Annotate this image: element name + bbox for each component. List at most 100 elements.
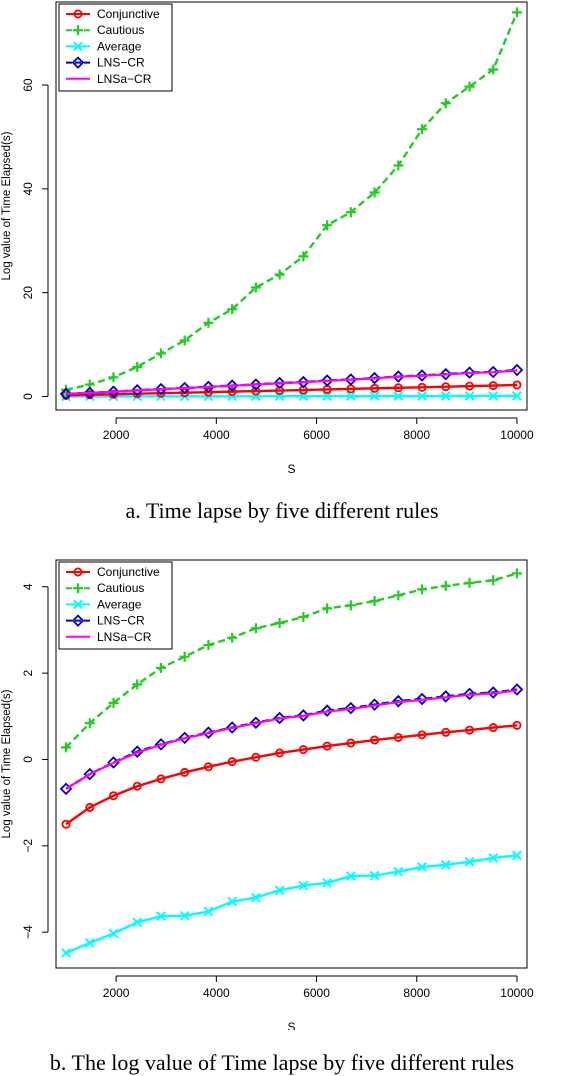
chart-b-x-axis-label: S (287, 1020, 295, 1030)
chart-b-series-average-point (440, 859, 451, 870)
chart-b-series-average-point (61, 947, 71, 958)
chart-b-legend-label: Conjunctive (97, 565, 160, 579)
chart-b-x-tick-label: 10000 (500, 986, 534, 1000)
chart-a-series-average-point (345, 391, 356, 402)
chart-a-series-average-point (322, 391, 333, 402)
chart-a-series-cautious-point (274, 269, 285, 280)
chart-b-series-lns-cr-point (297, 709, 310, 722)
chart-b-series-cautious-point (179, 651, 190, 662)
chart-a-series-conjunctive-point (441, 382, 451, 392)
chart-a-legend-entry-cautious: Cautious (66, 23, 144, 37)
chart-a-series-cautious-point (345, 207, 356, 218)
chart-b-series-lns-cr-point (320, 704, 334, 717)
chart-a-legend-marker (71, 56, 85, 69)
chart-a-series-conjunctive-point (417, 382, 427, 392)
chart-a-series-conjunctive-point (512, 380, 522, 390)
chart-a-legend-label: Average (97, 39, 142, 53)
chart-b-series-cautious-point (274, 618, 285, 629)
chart-b-series-average-point (250, 892, 261, 903)
chart-a-series-lns-cr-point (486, 365, 500, 379)
chart-a-y-axis-label: Log value of Time Elapsed(s) (1, 131, 13, 280)
chart-b-y-axis: −4 −2 0 2 4 (21, 583, 49, 939)
chart-b-plot-frame (55, 559, 528, 969)
chart-b-series-cautious-point (250, 623, 261, 634)
chart-b-series-conjunctive-point (61, 819, 71, 829)
chart-a-series-lns-cr-point (297, 375, 310, 389)
chart-b-series-cautious-point (155, 662, 166, 673)
chart-a-x-tick-label: 6000 (303, 428, 330, 442)
chart-a-series-average-point (512, 391, 522, 401)
chart-a-y-tick-label: 0 (21, 393, 35, 400)
chart-b-series-average-point (464, 856, 475, 867)
chart-b-y-tick-label: −4 (21, 925, 35, 939)
chart-a-plot-frame (55, 1, 528, 411)
chart-b-series-average-point (227, 896, 238, 907)
chart-b-series-lnsa-cr-line (65, 689, 518, 790)
chart-a-series-conjunctive-point (393, 383, 403, 393)
chart-b-legend-marker (73, 567, 83, 577)
chart-b-series-average-point (298, 880, 309, 891)
chart-a-series-lns-cr-point (154, 382, 168, 396)
chart-b-series-average-point (274, 885, 285, 896)
chart-b-series-lns-cr-point (273, 711, 286, 725)
chart-b-series-lns-cr-point (249, 716, 263, 730)
chart-a-series-cautious-point (227, 304, 238, 315)
chart-a-series-lns-cr-point (249, 378, 263, 391)
chart-a-x-tick-label: 2000 (103, 428, 130, 442)
chart-b-series-cautious-point (84, 718, 95, 729)
chart-b-series-lns-cr-point (415, 692, 429, 706)
chart-b-legend-entry-average: Average (66, 597, 142, 611)
chart-b-series-lns-cr-point (392, 694, 405, 708)
chart-a-legend-marker (73, 41, 83, 52)
chart-b-series-average-point (417, 862, 427, 872)
chart-a-series-cautious (61, 7, 522, 395)
chart-b-series-lns-cr-point (510, 683, 524, 696)
chart-b-legend-marker (73, 583, 83, 594)
chart-b-series-average-point (179, 910, 190, 921)
chart-b-series-lns-cr-line (65, 688, 518, 790)
chart-b-series-conjunctive (61, 720, 522, 829)
chart-a-series-cautious-point (393, 160, 404, 171)
chart-a-series-lnsa-cr (65, 369, 518, 396)
chart-b-series-average (61, 850, 522, 958)
chart-b-series-lns-cr-point (178, 731, 191, 745)
chart-b-x-tick-label: 8000 (403, 986, 430, 1000)
chart-a-legend-label: Conjunctive (97, 7, 160, 21)
chart-a-series-lns-cr-point (368, 371, 381, 385)
chart-b-series-average-point (512, 850, 522, 861)
chart-a-legend-entry-average: Average (66, 39, 142, 53)
chart-b-y-axis-label: Log value of Time Elapsed(s) (1, 689, 13, 838)
chart-b-series-cautious-point (345, 600, 356, 611)
chart-a-series-lns-cr-point (439, 367, 453, 381)
chart-a-series-conjunctive-point (227, 387, 237, 397)
chart-b-series-conjunctive-point (275, 748, 285, 758)
chart-b-series-average-point (156, 911, 166, 922)
chart-a-x-tick-label: 10000 (500, 428, 534, 442)
chart-b-series-conjunctive-point (488, 723, 498, 733)
chart-a-legend-label: LNS−CR (97, 56, 145, 70)
chart-a-series-lns-cr-point (83, 386, 97, 400)
chart-b: 2000 4000 6000 8000 10000 S −4 −2 0 2 4 Log value o… (1, 559, 534, 1030)
chart-a-series-cautious-line (65, 11, 519, 391)
chart-b-series-average-point (369, 870, 380, 881)
chart-a-series-conjunctive-point (465, 381, 475, 391)
chart-b-series-cautious-point (488, 575, 499, 586)
chart-b-legend-marker (71, 614, 85, 627)
chart-b-legend-entry-cautious: Cautious (66, 581, 144, 595)
chart-b-series-conjunctive-point (227, 757, 237, 767)
chart-a-x-axis: 2000 4000 6000 8000 10000 (103, 417, 534, 442)
chart-a-legend-entry-lnsa-cr: LNSa−CR (66, 72, 152, 86)
chart-b-series-conjunctive-point (322, 741, 332, 751)
chart-a-series-cautious-point (322, 220, 333, 231)
chart-b-series-lns-cr (59, 683, 524, 796)
chart-b-legend-label: LNS−CR (97, 614, 145, 628)
chart-a-x-tick-label: 4000 (203, 428, 230, 442)
chart-b-series-cautious-point (369, 596, 380, 607)
chart-a-legend: Conjunctive Cautious Average LNS−CR LNSa−CR (58, 3, 173, 92)
chart-b-series-average-point (132, 917, 143, 928)
chart-b-series-cautious-point (61, 742, 72, 753)
chart-b-legend-entry-lnsa-cr: LNSa−CR (66, 630, 152, 644)
chart-b-series-lns-cr-point (344, 701, 358, 715)
chart-a-series-cautious-point (179, 335, 190, 346)
